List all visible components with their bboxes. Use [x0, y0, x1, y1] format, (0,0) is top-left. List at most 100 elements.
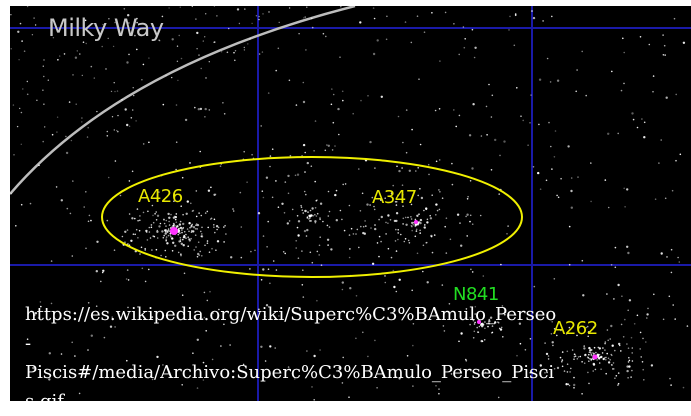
star-dot [295, 104, 298, 106]
star-dot [156, 237, 159, 239]
star-dot [275, 269, 278, 271]
star-dot [568, 326, 571, 329]
star-dot [412, 323, 415, 325]
star-dot [159, 222, 162, 225]
star-dot [397, 232, 400, 234]
star-dot [581, 361, 583, 363]
star-dot [542, 20, 544, 22]
star-dot [497, 321, 499, 323]
star-dot [419, 218, 423, 222]
star-dot [372, 52, 376, 56]
star-dot [314, 220, 317, 223]
star-dot [306, 161, 309, 165]
star-dot [458, 114, 461, 117]
star-dot [348, 204, 351, 207]
star-dot [398, 377, 401, 380]
star-dot [182, 222, 185, 226]
star-dot [396, 165, 398, 168]
star-dot [438, 108, 441, 110]
star-dot [303, 17, 305, 19]
star-dot [136, 208, 139, 210]
star-dot [341, 288, 344, 291]
star-dot [610, 264, 613, 266]
star-dot [63, 53, 66, 55]
star-dot [198, 54, 200, 56]
star-dot [380, 199, 382, 201]
star-dot [288, 220, 291, 222]
star-dot [114, 90, 116, 93]
star-dot [553, 156, 556, 158]
star-dot [443, 330, 446, 332]
star-dot [117, 130, 119, 133]
star-dot [75, 103, 77, 105]
star-dot [358, 168, 360, 170]
star-dot [400, 233, 402, 236]
star-dot [374, 167, 376, 169]
star-dot [211, 358, 214, 361]
star-dot [178, 34, 180, 37]
star-dot [297, 257, 300, 259]
star-dot [126, 23, 129, 25]
star-dot [639, 348, 641, 350]
star-dot [402, 217, 405, 220]
star-dot [192, 209, 195, 212]
star-dot [23, 50, 26, 52]
star-dot [197, 241, 200, 243]
star-dot [19, 22, 22, 25]
star-dot [148, 231, 151, 233]
star-dot [225, 233, 227, 235]
star-dot [56, 131, 58, 133]
star-dot [626, 343, 628, 345]
star-dot [295, 247, 298, 249]
star-dot [355, 337, 357, 340]
star-dot [622, 37, 624, 40]
star-dot [242, 363, 245, 366]
star-dot [439, 191, 441, 193]
cluster-highlight-ellipse [101, 156, 523, 278]
star-dot [476, 326, 479, 329]
star-dot [338, 366, 341, 370]
star-dot [682, 386, 685, 389]
galaxy-core-a426 [170, 227, 178, 235]
star-dot [411, 225, 413, 228]
star-dot [134, 217, 136, 220]
star-dot [393, 285, 396, 289]
star-dot [196, 31, 199, 35]
star-dot [340, 6, 342, 8]
star-dot [149, 237, 152, 239]
star-dot [246, 181, 248, 183]
star-dot [361, 192, 364, 195]
star-dot [395, 376, 397, 378]
star-dot [141, 79, 143, 81]
star-dot [165, 219, 168, 222]
star-dot [156, 214, 160, 217]
star-dot [328, 210, 331, 213]
star-dot [13, 154, 15, 156]
star-dot [330, 248, 333, 251]
star-dot [38, 164, 40, 167]
star-dot [538, 123, 540, 126]
star-dot [26, 93, 29, 96]
star-dot [561, 360, 563, 363]
star-dot [414, 235, 417, 238]
star-dot [554, 130, 557, 132]
star-dot [438, 159, 441, 161]
star-dot [177, 233, 180, 236]
star-dot [544, 372, 546, 374]
star-dot [588, 360, 590, 363]
star-dot [69, 212, 72, 215]
star-dot [171, 38, 174, 41]
star-dot [395, 228, 397, 231]
star-dot [151, 204, 154, 207]
star-dot [163, 222, 166, 225]
star-dot [620, 89, 623, 92]
star-dot [158, 191, 160, 193]
star-dot [277, 47, 280, 50]
star-dot [494, 321, 497, 323]
star-dot [251, 22, 253, 25]
star-dot [486, 134, 488, 136]
star-dot [472, 337, 475, 339]
star-dot [22, 88, 24, 90]
star-dot [287, 192, 290, 195]
star-dot [126, 61, 129, 64]
